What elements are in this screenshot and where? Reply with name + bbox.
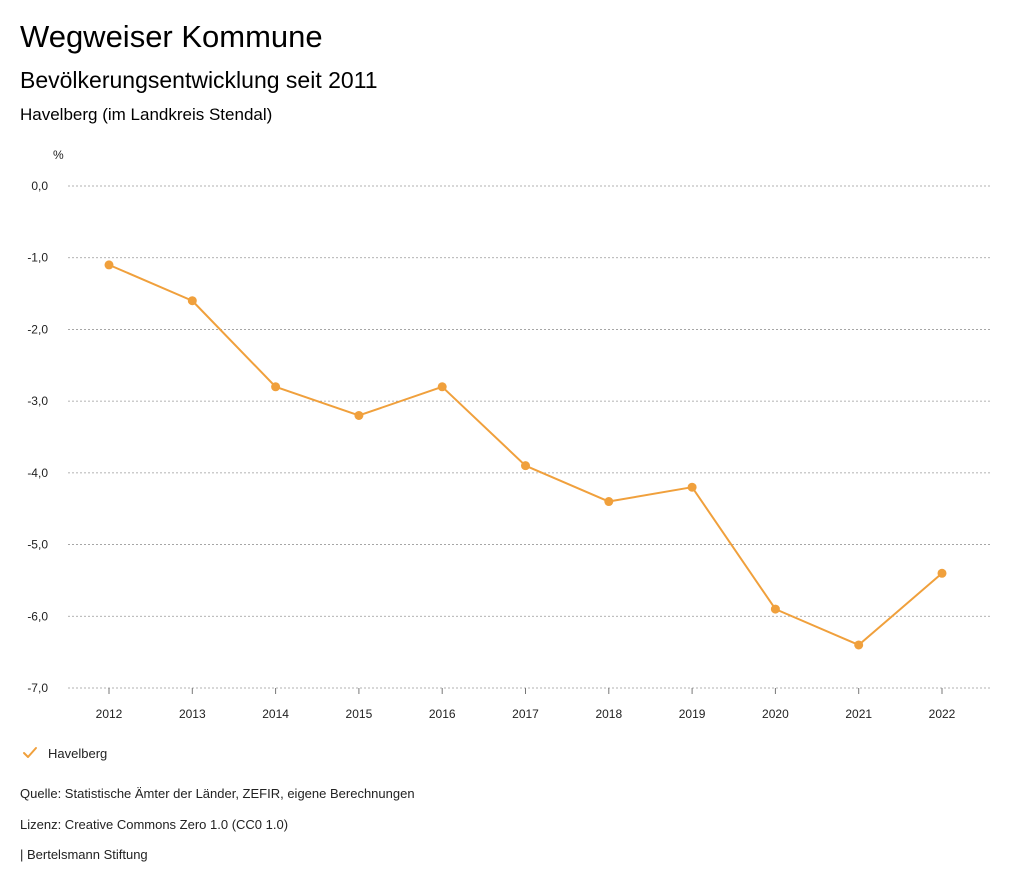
checkmark-icon bbox=[23, 747, 37, 758]
x-tick-label: 2021 bbox=[845, 707, 872, 721]
x-tick-label: 2022 bbox=[929, 707, 956, 721]
series-line bbox=[108, 263, 943, 646]
data-point[interactable] bbox=[937, 568, 947, 578]
source-note: Quelle: Statistische Ämter der Länder, Z… bbox=[20, 786, 415, 801]
x-tick-label: 2014 bbox=[262, 707, 289, 721]
y-unit-label: % bbox=[53, 148, 64, 162]
data-point[interactable] bbox=[104, 260, 114, 270]
y-tick-label: -5,0 bbox=[27, 538, 48, 552]
grid-layer bbox=[68, 185, 990, 689]
y-tick-label: -3,0 bbox=[27, 394, 48, 408]
data-point[interactable] bbox=[271, 382, 281, 392]
x-tick-label: 2015 bbox=[346, 707, 373, 721]
y-tick-label: -1,0 bbox=[27, 251, 48, 265]
x-tick-label: 2020 bbox=[762, 707, 789, 721]
license-note: Lizenz: Creative Commons Zero 1.0 (CC0 1… bbox=[20, 817, 289, 832]
x-tick-label: 2017 bbox=[512, 707, 539, 721]
data-point[interactable] bbox=[854, 640, 864, 650]
data-point[interactable] bbox=[604, 497, 614, 507]
x-tick-label: 2016 bbox=[429, 707, 456, 721]
x-tick-label: 2019 bbox=[679, 707, 706, 721]
y-tick-label: -7,0 bbox=[27, 681, 48, 695]
y-tick-label: -4,0 bbox=[27, 466, 48, 480]
data-point[interactable] bbox=[521, 461, 530, 471]
page-title: Wegweiser Kommune bbox=[20, 19, 323, 54]
y-tick-label: 0,0 bbox=[31, 179, 48, 193]
data-point[interactable] bbox=[437, 382, 447, 392]
legend-item-havelberg: Havelberg bbox=[48, 745, 108, 761]
x-tick-label: 2012 bbox=[96, 707, 123, 721]
data-point[interactable] bbox=[687, 482, 697, 492]
axis-layer: 0,0 -1,0 -2,0 -3,0 -4,0 -5,0 -6,0 -7,0 2012 2013 2… bbox=[27, 179, 955, 721]
legend: Havelberg bbox=[22, 745, 107, 761]
y-tick-label: -2,0 bbox=[27, 322, 48, 336]
x-tick-label: 2013 bbox=[179, 707, 206, 721]
data-point[interactable] bbox=[354, 410, 364, 420]
x-tick-label: 2018 bbox=[595, 707, 622, 721]
y-tick-label: -6,0 bbox=[27, 609, 48, 623]
chart-subtitle: Bevölkerungsentwicklung seit 2011 bbox=[20, 67, 378, 93]
data-point[interactable] bbox=[187, 296, 197, 306]
series-layer bbox=[104, 260, 947, 650]
publisher-note: | Bertelsmann Stiftung bbox=[20, 847, 148, 862]
data-point[interactable] bbox=[770, 604, 780, 614]
region-label: Havelberg (im Landkreis Stendal) bbox=[20, 105, 273, 124]
line-chart: % 0,0 -1,0 -2,0 -3,0 -4,0 -5,0 -6,0 -7,0 2012 201… bbox=[27, 148, 990, 721]
